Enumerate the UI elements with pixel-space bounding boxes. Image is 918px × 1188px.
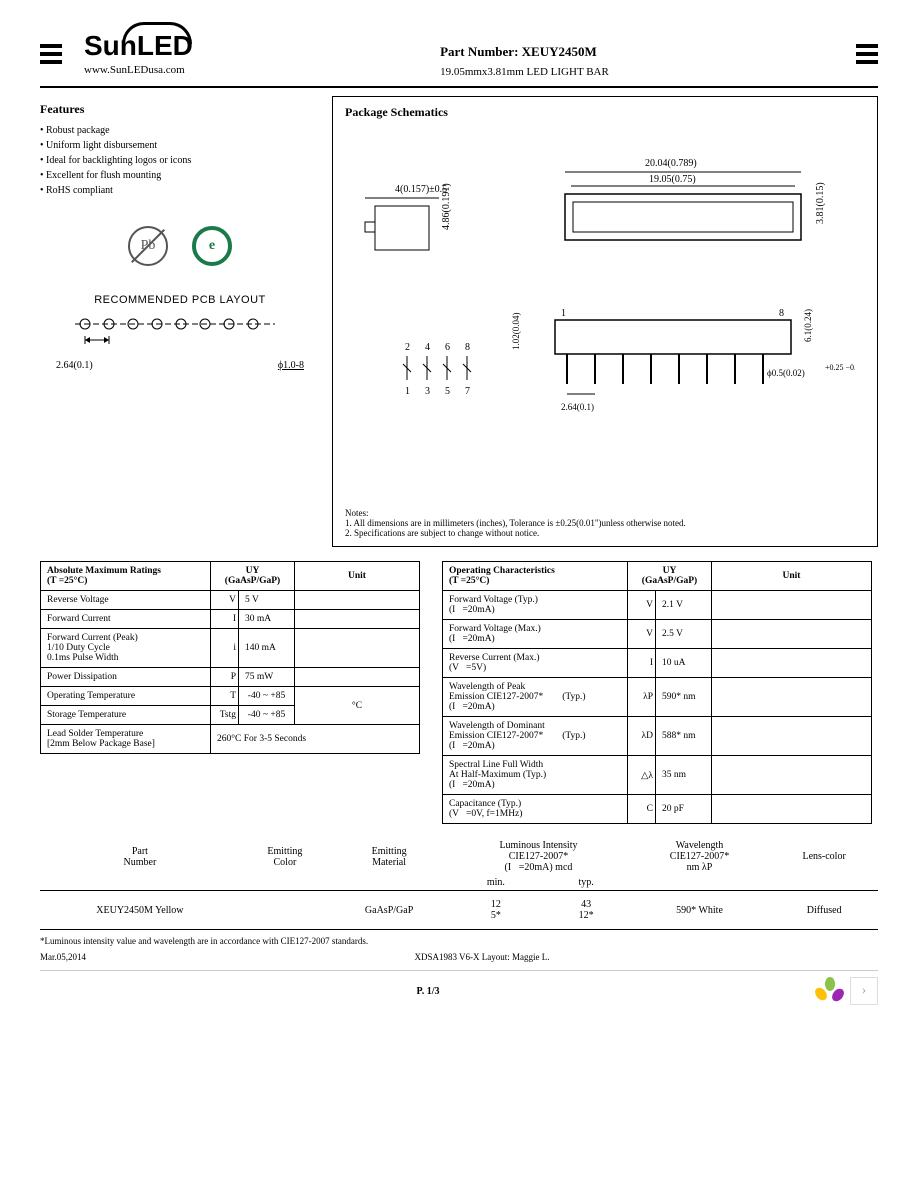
part-description: 19.05mmx3.81mm LED LIGHT BAR xyxy=(440,66,609,78)
pcb-layout: RECOMMENDED PCB LAYOUT 2.64(0.1) ϕ1.0-8 xyxy=(40,294,320,371)
menu-icon-right[interactable] xyxy=(856,44,878,64)
svg-text:7: 7 xyxy=(465,386,470,397)
svg-text:20.04(0.789): 20.04(0.789) xyxy=(645,158,697,169)
part-label: Part Number: xyxy=(440,44,518,59)
feature-item: Excellent for flush mounting xyxy=(40,170,320,181)
oc-table: Operating Characteristics(T =25°C) UY (G… xyxy=(442,561,872,824)
compliance-icons: Pb e xyxy=(40,226,320,266)
logo: SunLED www.SunLEDusa.com xyxy=(84,30,193,76)
svg-text:ϕ0.5(0.02): ϕ0.5(0.02) xyxy=(767,368,805,378)
pager: P. 1/3 › xyxy=(40,970,878,1005)
footnote: *Luminous intensity value and wavelength… xyxy=(40,936,878,946)
flower-icon xyxy=(816,977,844,1005)
svg-text:3.81(0.15): 3.81(0.15) xyxy=(815,182,826,224)
next-button[interactable]: › xyxy=(850,977,878,1005)
svg-text:4.86(0.191): 4.86(0.191) xyxy=(441,183,452,230)
feature-item: Robust package xyxy=(40,125,320,136)
schematics-title: Package Schematics xyxy=(345,105,865,120)
amr-table: Absolute Maximum Ratings(T =25°C) UY (Ga… xyxy=(40,561,420,754)
pcb-diagram xyxy=(65,310,295,356)
schematics-box: Package Schematics 4(0.157)±0.5 4.86(0.1… xyxy=(332,96,878,547)
rohs-icon: e xyxy=(192,226,232,266)
part-number: XEUY2450M xyxy=(522,44,597,59)
svg-text:4: 4 xyxy=(425,342,430,353)
pcb-hole: ϕ1.0-8 xyxy=(278,360,304,371)
svg-text:8: 8 xyxy=(779,308,784,319)
meta-date: Mar.05,2014 xyxy=(40,952,86,962)
meta-row: Mar.05,2014 XDSA1983 V6-X Layout: Maggie… xyxy=(40,952,878,962)
svg-text:19.05(0.75): 19.05(0.75) xyxy=(649,174,696,185)
meta-code: XDSA1983 V6-X Layout: Maggie L. xyxy=(414,952,549,962)
feature-item: RoHS compliant xyxy=(40,185,320,196)
svg-text:1: 1 xyxy=(405,386,410,397)
svg-text:3: 3 xyxy=(425,386,430,397)
svg-text:5: 5 xyxy=(445,386,450,397)
pb-free-icon: Pb xyxy=(128,226,168,266)
logo-text: SunLED xyxy=(84,30,193,62)
part-block: Part Number: XEUY2450M 19.05mmx3.81mm LE… xyxy=(440,44,609,78)
svg-text:1.02(0.04): 1.02(0.04) xyxy=(511,313,521,351)
feature-item: Uniform light disbursement xyxy=(40,140,320,151)
menu-icon[interactable] xyxy=(40,44,62,64)
features-list: Robust package Uniform light disbursemen… xyxy=(40,125,320,196)
pcb-pitch: 2.64(0.1) xyxy=(56,360,93,371)
summary-table: Part Number Emitting Color Emitting Mate… xyxy=(40,838,878,930)
feature-item: Ideal for backlighting logos or icons xyxy=(40,155,320,166)
svg-text:2.64(0.1): 2.64(0.1) xyxy=(561,402,594,412)
svg-text:6: 6 xyxy=(445,342,450,353)
svg-text:6.1(0.24): 6.1(0.24) xyxy=(803,309,813,342)
pcb-title: RECOMMENDED PCB LAYOUT xyxy=(40,294,320,306)
header: SunLED www.SunLEDusa.com Part Number: XE… xyxy=(40,20,878,88)
svg-text:2: 2 xyxy=(405,342,410,353)
svg-text:4(0.157)±0.5: 4(0.157)±0.5 xyxy=(395,184,447,195)
features-title: Features xyxy=(40,102,320,117)
page-number: P. 1/3 xyxy=(417,986,440,997)
svg-text:1: 1 xyxy=(561,308,566,319)
schematics-notes: Notes: 1. All dimensions are in millimet… xyxy=(345,508,865,538)
schematics-diagram: 4(0.157)±0.5 4.86(0.191) 20.04(0.789) 19… xyxy=(355,130,855,490)
svg-text:8: 8 xyxy=(465,342,470,353)
svg-text:+0.25 −0.1: +0.25 −0.1 xyxy=(825,363,855,372)
logo-url: www.SunLEDusa.com xyxy=(84,64,193,76)
